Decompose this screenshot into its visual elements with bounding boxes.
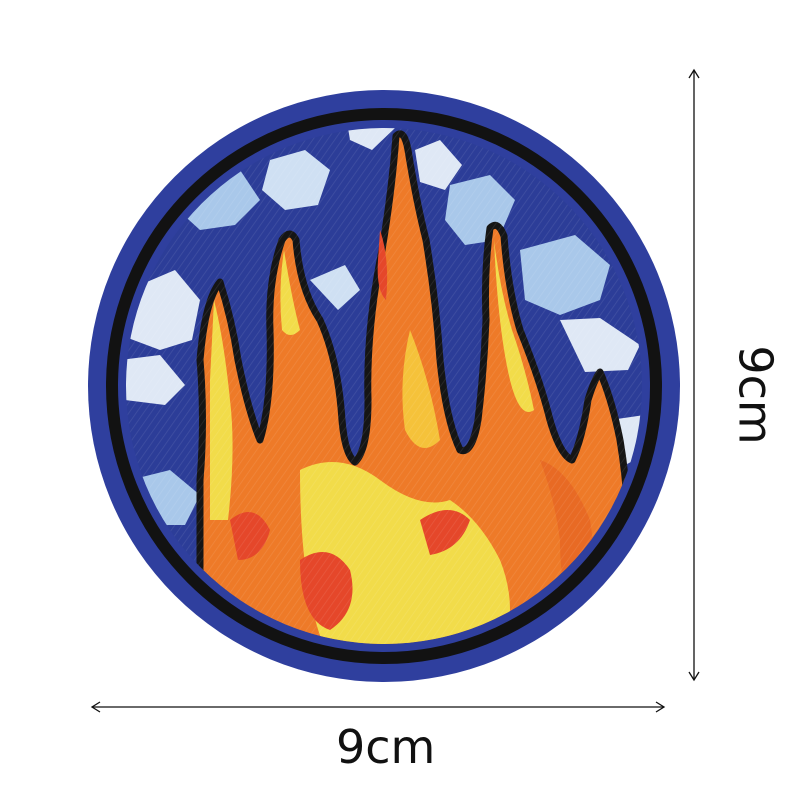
width-arrow-right [655, 701, 666, 713]
height-dimension [688, 68, 700, 682]
width-label: 9cm [336, 720, 436, 774]
width-arrow-left [90, 701, 101, 713]
patch [88, 90, 680, 682]
width-dimension [90, 701, 666, 713]
height-label: 9cm [728, 345, 783, 445]
patch-artwork [126, 128, 642, 644]
patch-border [106, 108, 662, 664]
height-arrow-bottom [688, 671, 700, 682]
height-arrow-top [688, 68, 700, 79]
